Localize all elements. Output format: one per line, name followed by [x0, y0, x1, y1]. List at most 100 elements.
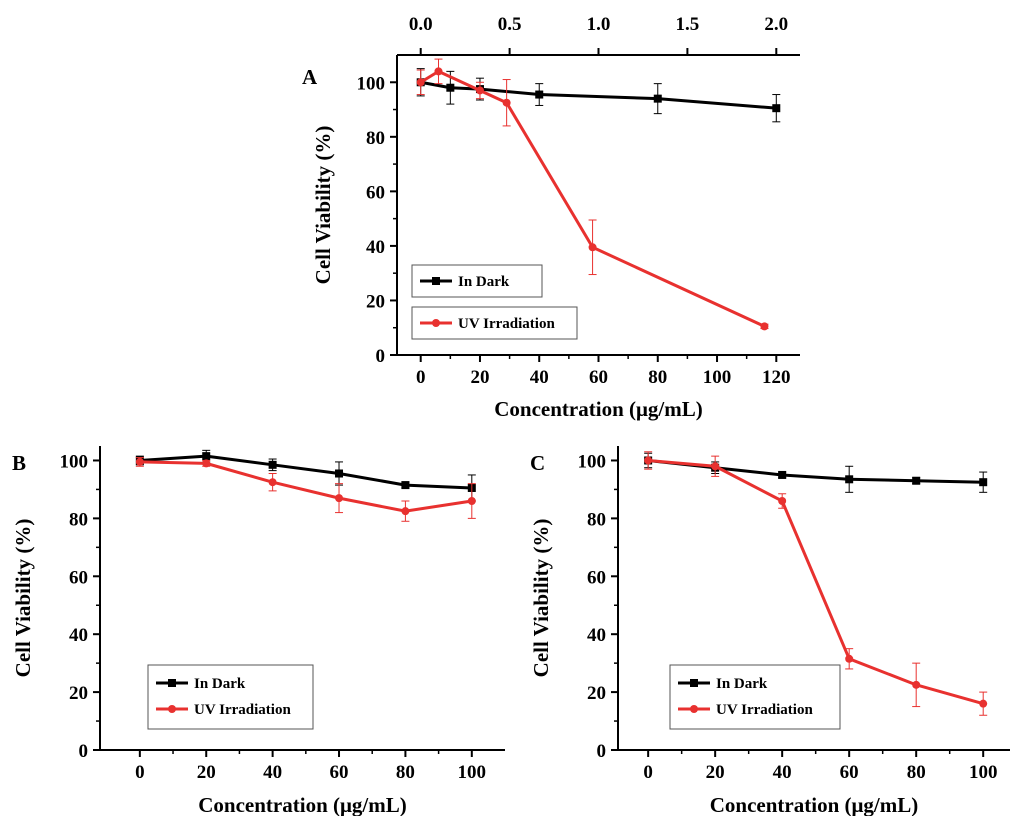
y-tick-label: 0: [79, 741, 89, 762]
data-point-marker: [268, 460, 277, 469]
chart-panel-a: 0 20 40 60 80 100 120 0 20 40 60 80 100 0.0 0.5 1.0 1.5 2…: [302, 14, 800, 421]
y-axis-title: Cell Viability (%): [311, 126, 335, 285]
x-tick-label: 60: [840, 762, 859, 783]
legend-swatch-marker: [432, 277, 440, 285]
series-in-dark: [135, 449, 476, 502]
series-line: [420, 80, 777, 110]
legend-label: In Dark: [458, 274, 510, 290]
panel-label: A: [302, 65, 318, 89]
x-tick-label: 0: [643, 762, 653, 783]
y-tick-label: 80: [69, 509, 88, 530]
data-point-marker: [434, 67, 443, 76]
data-point-marker: [416, 78, 425, 87]
top-x-tick-label: 1.0: [587, 14, 611, 35]
x-axis-title: Concentration (μg/mL): [710, 793, 918, 816]
legend: In Dark UV Irradiation: [411, 264, 578, 340]
data-point-marker: [778, 497, 787, 506]
data-point-marker: [446, 83, 455, 92]
x-tick-label: 40: [530, 367, 549, 388]
data-point-marker: [535, 90, 544, 99]
legend-box: [147, 664, 314, 730]
x-tick-label: 20: [706, 762, 725, 783]
legend-label: In Dark: [716, 676, 768, 692]
x-tick-label: 0: [135, 762, 145, 783]
data-point-marker: [644, 456, 653, 465]
data-point-marker: [772, 104, 781, 113]
series-line: [648, 458, 984, 706]
y-tick-label: 0: [376, 346, 386, 367]
y-tick-label: 80: [587, 509, 606, 530]
data-point-marker: [467, 497, 476, 506]
legend: In Dark UV Irradiation: [147, 664, 314, 730]
y-tick-label: 40: [69, 625, 88, 646]
x-axis-title: Concentration (μg/mL): [494, 397, 702, 421]
data-point-marker: [912, 476, 921, 485]
y-tick-label: 60: [366, 182, 385, 203]
data-point-marker: [588, 243, 597, 252]
x-tick-label: 80: [907, 762, 926, 783]
x-tick-label: 60: [330, 762, 349, 783]
y-axis-title: Cell Viability (%): [11, 519, 35, 678]
x-axis-title: Concentration (μg/mL): [198, 793, 406, 816]
y-tick-label: 60: [69, 567, 88, 588]
data-point-marker: [135, 457, 144, 466]
data-point-marker: [401, 507, 410, 516]
data-point-marker: [268, 478, 277, 487]
legend-label: UV Irradiation: [194, 702, 291, 718]
series-uv-irradiation: [135, 457, 476, 522]
legend-swatch-marker: [168, 679, 176, 687]
data-point-marker: [845, 654, 854, 663]
x-tick-label: 40: [263, 762, 282, 783]
x-tick-label: 100: [458, 762, 487, 783]
panel-label: C: [530, 451, 545, 475]
data-point-marker: [202, 459, 211, 468]
legend-swatch-marker: [168, 705, 176, 713]
y-tick-label: 0: [597, 741, 607, 762]
y-tick-label: 60: [587, 567, 606, 588]
data-point-marker: [502, 98, 511, 107]
x-tick-label: 0: [416, 367, 426, 388]
y-tick-label: 100: [357, 73, 386, 94]
data-point-marker: [912, 680, 921, 689]
data-point-marker: [778, 470, 787, 479]
legend: In Dark UV Irradiation: [669, 664, 841, 730]
chart-panel-c: 0 20 40 60 80 100 0 20 40 60 80 100 Concentration (μ…: [529, 446, 1010, 816]
y-tick-label: 20: [366, 291, 385, 312]
x-tick-label: 100: [969, 762, 998, 783]
series-in-dark: [644, 452, 988, 493]
x-tick-label: 40: [773, 762, 792, 783]
y-tick-label: 100: [578, 451, 607, 472]
series-line: [139, 460, 473, 513]
x-tick-label: 100: [703, 367, 732, 388]
x-tick-label: 120: [762, 367, 791, 388]
data-point-marker: [979, 478, 988, 487]
data-point-marker: [979, 699, 988, 708]
data-point-marker: [845, 475, 854, 484]
y-tick-label: 40: [366, 237, 385, 258]
series-in-dark: [416, 68, 781, 123]
legend-label: In Dark: [194, 676, 246, 692]
top-x-tick-label: 0.5: [498, 14, 522, 35]
series-line: [139, 454, 472, 490]
chart-panel-b: 0 20 40 60 80 100 0 20 40 60 80 100 Concentration (μ…: [11, 446, 505, 816]
series-uv-irradiation: [416, 58, 769, 331]
legend-swatch-marker: [690, 705, 698, 713]
legend-swatch-marker: [432, 319, 440, 327]
x-tick-label: 80: [396, 762, 415, 783]
legend-swatch-marker: [690, 679, 698, 687]
data-point-marker: [335, 469, 344, 478]
x-tick-label: 20: [470, 367, 489, 388]
x-tick-label: 60: [589, 367, 608, 388]
y-tick-label: 20: [587, 683, 606, 704]
y-tick-label: 40: [587, 625, 606, 646]
y-axis-title: Cell Viability (%): [529, 519, 553, 678]
top-x-tick-label: 2.0: [764, 14, 788, 35]
panel-label: B: [12, 451, 26, 475]
legend-box: [669, 664, 841, 730]
y-tick-label: 100: [60, 451, 89, 472]
data-point-marker: [760, 322, 769, 331]
top-x-tick-label: 1.5: [676, 14, 700, 35]
legend-label: UV Irradiation: [458, 316, 555, 332]
x-tick-label: 20: [197, 762, 216, 783]
data-point-marker: [475, 86, 484, 95]
